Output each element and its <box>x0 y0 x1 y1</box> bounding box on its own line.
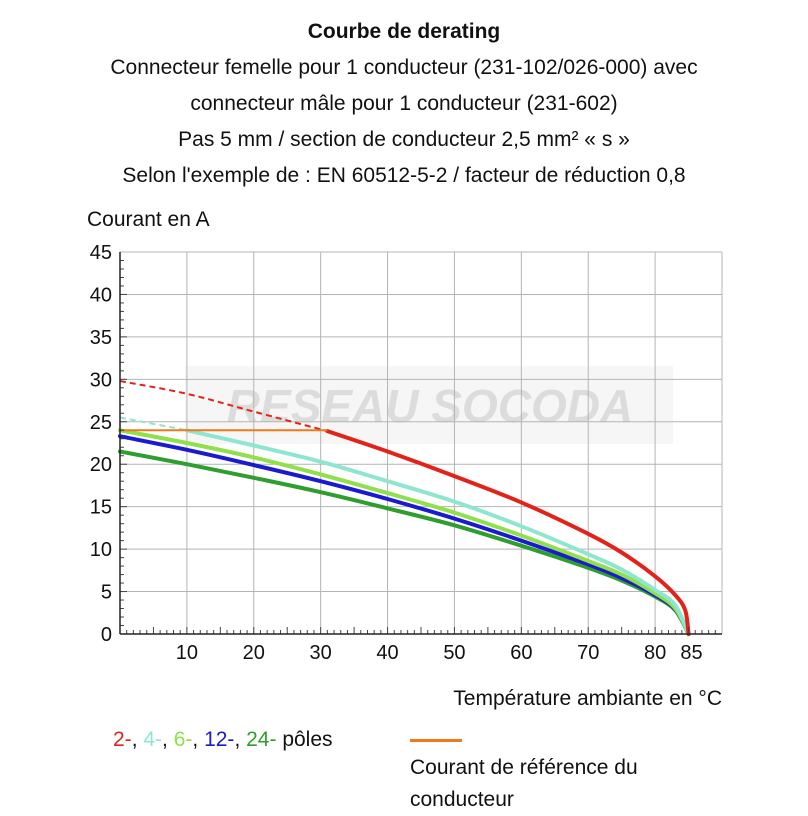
y-tick-label: 30 <box>90 369 112 391</box>
x-tick-label: 10 <box>176 642 198 664</box>
y-tick-label: 40 <box>90 284 112 306</box>
series-2-poles-line <box>325 429 691 636</box>
y-tick-label: 35 <box>90 327 112 349</box>
watermark-text: RESEAU SOCODA <box>227 380 633 432</box>
x-tick-label: 50 <box>443 642 465 664</box>
y-tick-label: 10 <box>90 539 112 561</box>
x-tick-label: 80 <box>644 642 666 664</box>
x-axis-label: Température ambiante en °C <box>453 687 722 710</box>
chart-axes: 0 5 10 15 20 25 30 35 40 45 10 20 30 40 50 60 70 80 85 Cour… <box>87 208 722 710</box>
legend-pole-12: 12- <box>204 728 235 751</box>
chart-title-block: Courbe de derating Connecteur femelle po… <box>0 14 808 194</box>
x-tick-label: 85 <box>680 642 702 664</box>
x-tick-label: 20 <box>243 642 265 664</box>
legend-pole-4: 4- <box>143 728 163 751</box>
y-axis-label: Courant en A <box>87 208 210 231</box>
series-6-poles-line <box>118 428 691 636</box>
x-tick-label: 70 <box>577 642 599 664</box>
legend-poles: 2-, 4-, 6-, 12-, 24- pôles <box>113 728 333 752</box>
chart-subtitle-1: Connecteur femelle pour 1 conducteur (23… <box>110 56 698 79</box>
chart-series <box>118 380 691 636</box>
legend-pole-24: 24- <box>246 728 277 751</box>
y-tick-label: 15 <box>90 497 112 519</box>
watermark-layer: RESEAU SOCODA <box>185 366 673 444</box>
legend-reference-label: Courant de référence du conducteur <box>410 756 638 811</box>
series-4-poles-dashed <box>119 416 188 432</box>
y-tick-label: 25 <box>90 412 112 434</box>
y-tick-label: 0 <box>101 624 112 646</box>
series-2-poles-dashed <box>119 380 328 433</box>
y-tick-label: 20 <box>90 454 112 476</box>
legend-reference: Courant de référence du conducteur <box>410 728 740 816</box>
y-tick-label: 5 <box>101 582 112 604</box>
legend-pole-2: 2- <box>113 728 132 751</box>
x-tick-label: 60 <box>510 642 532 664</box>
x-tick-label: 30 <box>310 642 332 664</box>
legend-pole-items: 2-, 4-, 6-, 12-, 24- <box>113 728 277 751</box>
legend-poles-suffix: pôles <box>282 728 333 751</box>
series-12-poles-line <box>118 434 691 636</box>
x-tick-label: 40 <box>376 642 398 664</box>
chart-subtitle-2: connecteur mâle pour 1 conducteur (231-6… <box>190 92 618 115</box>
chart-title: Courbe de derating <box>307 20 501 43</box>
series-4-poles-line <box>184 428 691 636</box>
chart-subtitle-4: Selon l'exemple de : EN 60512-5-2 / fact… <box>122 164 686 187</box>
reference-swatch <box>410 738 462 742</box>
legend-pole-6: 6- <box>173 728 193 751</box>
chart-subtitle-3: Pas 5 mm / section de conducteur 2,5 mm²… <box>178 128 630 151</box>
y-tick-label: 45 <box>90 242 112 264</box>
